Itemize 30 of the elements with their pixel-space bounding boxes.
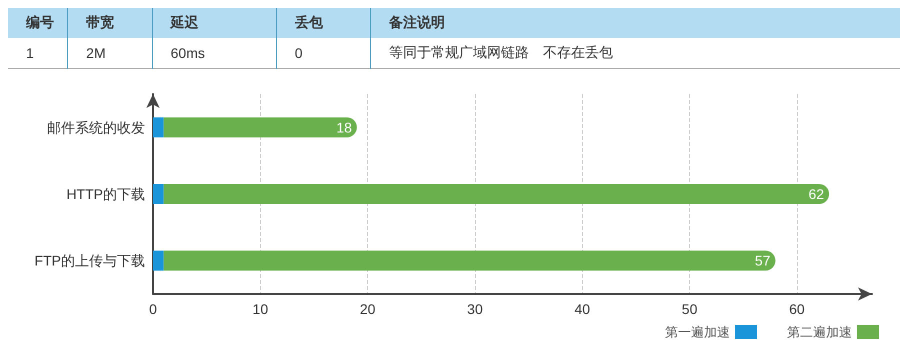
bar bbox=[153, 250, 164, 271]
category-label: 编号 bbox=[8, 8, 68, 38]
text: 60ms bbox=[170, 44, 205, 61]
bar bbox=[164, 184, 830, 204]
bar bbox=[164, 250, 776, 271]
bar bbox=[153, 117, 164, 138]
x-tick-label: 60 bbox=[789, 301, 805, 317]
category-label: 丢包 bbox=[276, 8, 371, 38]
text: 2M bbox=[86, 44, 106, 61]
x-tick-label: 0 bbox=[149, 301, 158, 317]
legend-label: 第一遍加速 bbox=[665, 324, 730, 340]
x-tick-label: 40 bbox=[574, 301, 590, 317]
category-label: 带宽 bbox=[68, 8, 152, 38]
data-label: 62 bbox=[808, 186, 824, 202]
bar bbox=[164, 117, 357, 138]
bar bbox=[153, 184, 164, 204]
x-tick-label: 20 bbox=[360, 301, 376, 317]
legend-label: 第二遍加速 bbox=[787, 324, 852, 340]
y-tick-label: FTP的上传与下载 bbox=[34, 252, 145, 269]
x-tick-label: 30 bbox=[467, 301, 483, 317]
x-tick-label: 50 bbox=[682, 301, 698, 317]
y-tick-label: 邮件系统的收发 bbox=[47, 119, 145, 136]
category-label: 延迟 bbox=[152, 8, 276, 38]
text: 等同于常规广域网链路 不存在丢包 bbox=[389, 44, 614, 60]
x-tick-label: 10 bbox=[252, 301, 268, 317]
data-label: 18 bbox=[336, 119, 352, 136]
y-tick-label: HTTP的下载 bbox=[66, 186, 145, 202]
text: 1 bbox=[26, 44, 34, 61]
data-label: 57 bbox=[754, 252, 771, 269]
text: 0 bbox=[294, 44, 303, 61]
